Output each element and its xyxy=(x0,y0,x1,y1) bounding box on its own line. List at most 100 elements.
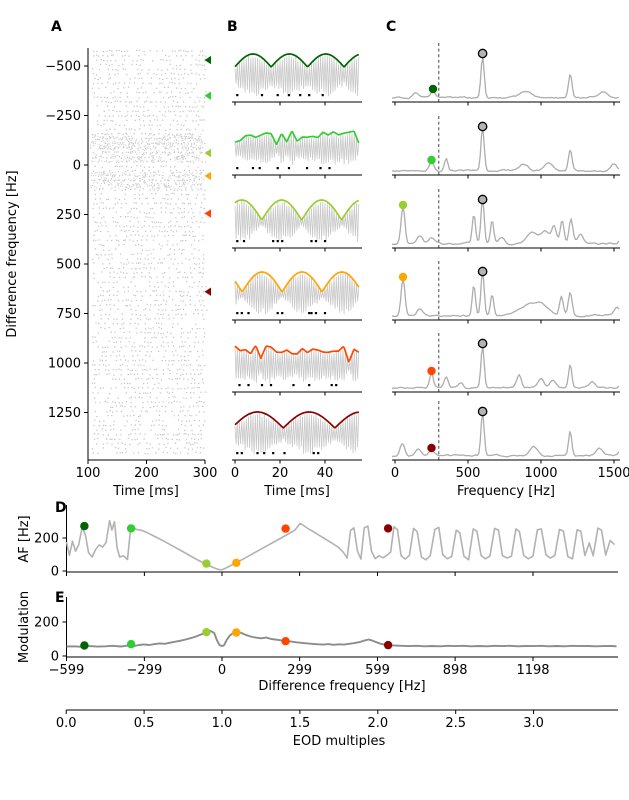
spike-dot xyxy=(247,384,250,387)
x-tick-label: 1000 xyxy=(524,466,557,481)
panel-e: E Modulation Difference frequency [Hz] 0… xyxy=(17,590,618,694)
panel-e-ylabel: Modulation xyxy=(17,591,32,663)
panel-d-plot: 0 200 xyxy=(34,505,618,580)
panel-a-plot: −500 −250 0 250 500 750 1000 1250 100 200 300 xyxy=(45,48,217,481)
spike-dot xyxy=(256,452,259,455)
panel-d-letter: D xyxy=(55,500,67,516)
x-tick-label: 20 xyxy=(272,466,289,481)
af-dot xyxy=(281,524,290,533)
y-tick-label: 0 xyxy=(51,650,59,665)
eod-peak-marker xyxy=(477,338,488,349)
panel-b-xlabel: Time [ms] xyxy=(263,484,330,499)
spike-dot xyxy=(287,167,291,170)
af-spectrum-dot xyxy=(427,443,436,453)
eod-peak-marker xyxy=(477,266,488,277)
spike-dot xyxy=(310,240,313,243)
spike-dot xyxy=(263,452,266,455)
x-tick-label: 0 xyxy=(231,466,239,481)
af-dot xyxy=(383,524,393,533)
spike-dot xyxy=(272,452,275,455)
spike-dot xyxy=(319,167,322,170)
eod-peak-marker xyxy=(477,48,488,59)
x-tick-label: 0 xyxy=(218,663,226,678)
af-dot xyxy=(202,559,211,568)
spike-dot xyxy=(317,452,320,455)
spike-dot xyxy=(236,240,239,243)
envelope-line xyxy=(234,411,359,429)
modulation-curve xyxy=(66,629,617,648)
panel-d-ylabel: AF [Hz] xyxy=(17,515,32,562)
spike-dot xyxy=(335,384,338,387)
x-tick-label: 1500 xyxy=(597,466,629,481)
raster-dense-band xyxy=(90,132,203,190)
spike-dot xyxy=(323,240,327,243)
spectrum-curve xyxy=(391,57,620,100)
spectrum-row xyxy=(391,116,620,179)
y-tick-label: 0 xyxy=(73,159,81,174)
x-tick-label: 0 xyxy=(391,466,399,481)
df-marker xyxy=(204,55,211,65)
x-tick-label: 1.5 xyxy=(290,716,311,731)
beat-row xyxy=(232,345,362,396)
y-tick-label: 0 xyxy=(51,565,59,580)
x-tick-label: −299 xyxy=(127,663,163,678)
beat-row xyxy=(232,199,362,252)
panel-b: B Time [ms] 0 20 40 xyxy=(227,19,362,499)
panel-a-ylabel: Difference frequency [Hz] xyxy=(5,170,20,337)
eod-peak-marker xyxy=(477,121,488,132)
x-tick-label: 200 xyxy=(134,466,159,481)
eod-axis-plot: 0.0 0.5 1.0 1.5 2.0 2.5 3.0 xyxy=(56,709,618,731)
y-tick-label: 1000 xyxy=(48,357,81,372)
spike-dot xyxy=(236,167,239,170)
modulation-dot xyxy=(281,637,290,646)
af-spectrum-dot xyxy=(398,272,408,282)
spike-dot xyxy=(272,240,275,243)
spike-dot xyxy=(310,312,313,315)
spike-dot xyxy=(299,94,302,97)
x-tick-label: 100 xyxy=(76,466,101,481)
x-tick-label: 0.5 xyxy=(134,716,155,731)
x-tick-label: 1.0 xyxy=(212,716,233,731)
envelope-line xyxy=(234,130,360,146)
panel-d: D AF [Hz] 0 200 xyxy=(17,500,618,580)
eod-peak-marker xyxy=(477,194,488,205)
spike-dot xyxy=(240,312,243,315)
carrier-wave xyxy=(234,346,360,385)
spike-dot xyxy=(308,384,311,387)
x-tick-label: 3.0 xyxy=(523,716,544,731)
x-tick-label: 1198 xyxy=(516,663,549,678)
modulation-dot xyxy=(126,639,136,649)
df-marker xyxy=(204,171,211,181)
carrier-wave xyxy=(234,54,360,97)
carrier-wave xyxy=(234,412,360,455)
panel-c-xlabel: Frequency [Hz] xyxy=(457,484,555,499)
panel-a: A Time [ms] Difference frequency [Hz] −5… xyxy=(5,19,217,499)
spike-dot xyxy=(314,312,318,315)
modulation-dot xyxy=(202,628,211,637)
y-tick-label: 200 xyxy=(34,532,59,547)
spike-dot xyxy=(305,167,309,170)
carrier-wave xyxy=(234,200,360,242)
beat-row xyxy=(232,53,362,106)
spike-dot xyxy=(269,384,273,387)
spike-dot xyxy=(251,167,255,170)
spectrum-row xyxy=(391,333,620,396)
spike-dot xyxy=(242,240,246,243)
beat-row: 0 20 40 xyxy=(231,411,362,481)
spike-dot xyxy=(281,312,284,315)
y-tick-label: 750 xyxy=(56,307,81,322)
spike-dot xyxy=(328,167,331,170)
spike-dot xyxy=(236,452,239,455)
spike-dot xyxy=(276,240,279,243)
af-dot xyxy=(80,521,89,531)
spike-dot xyxy=(292,384,295,387)
x-tick-label: 599 xyxy=(365,663,390,678)
spike-dot xyxy=(321,94,324,97)
envelope-line xyxy=(234,271,360,293)
af-dot xyxy=(126,524,136,533)
envelope-line xyxy=(234,53,360,68)
spike-dot xyxy=(283,452,286,455)
x-tick-label: 2.0 xyxy=(367,716,388,731)
